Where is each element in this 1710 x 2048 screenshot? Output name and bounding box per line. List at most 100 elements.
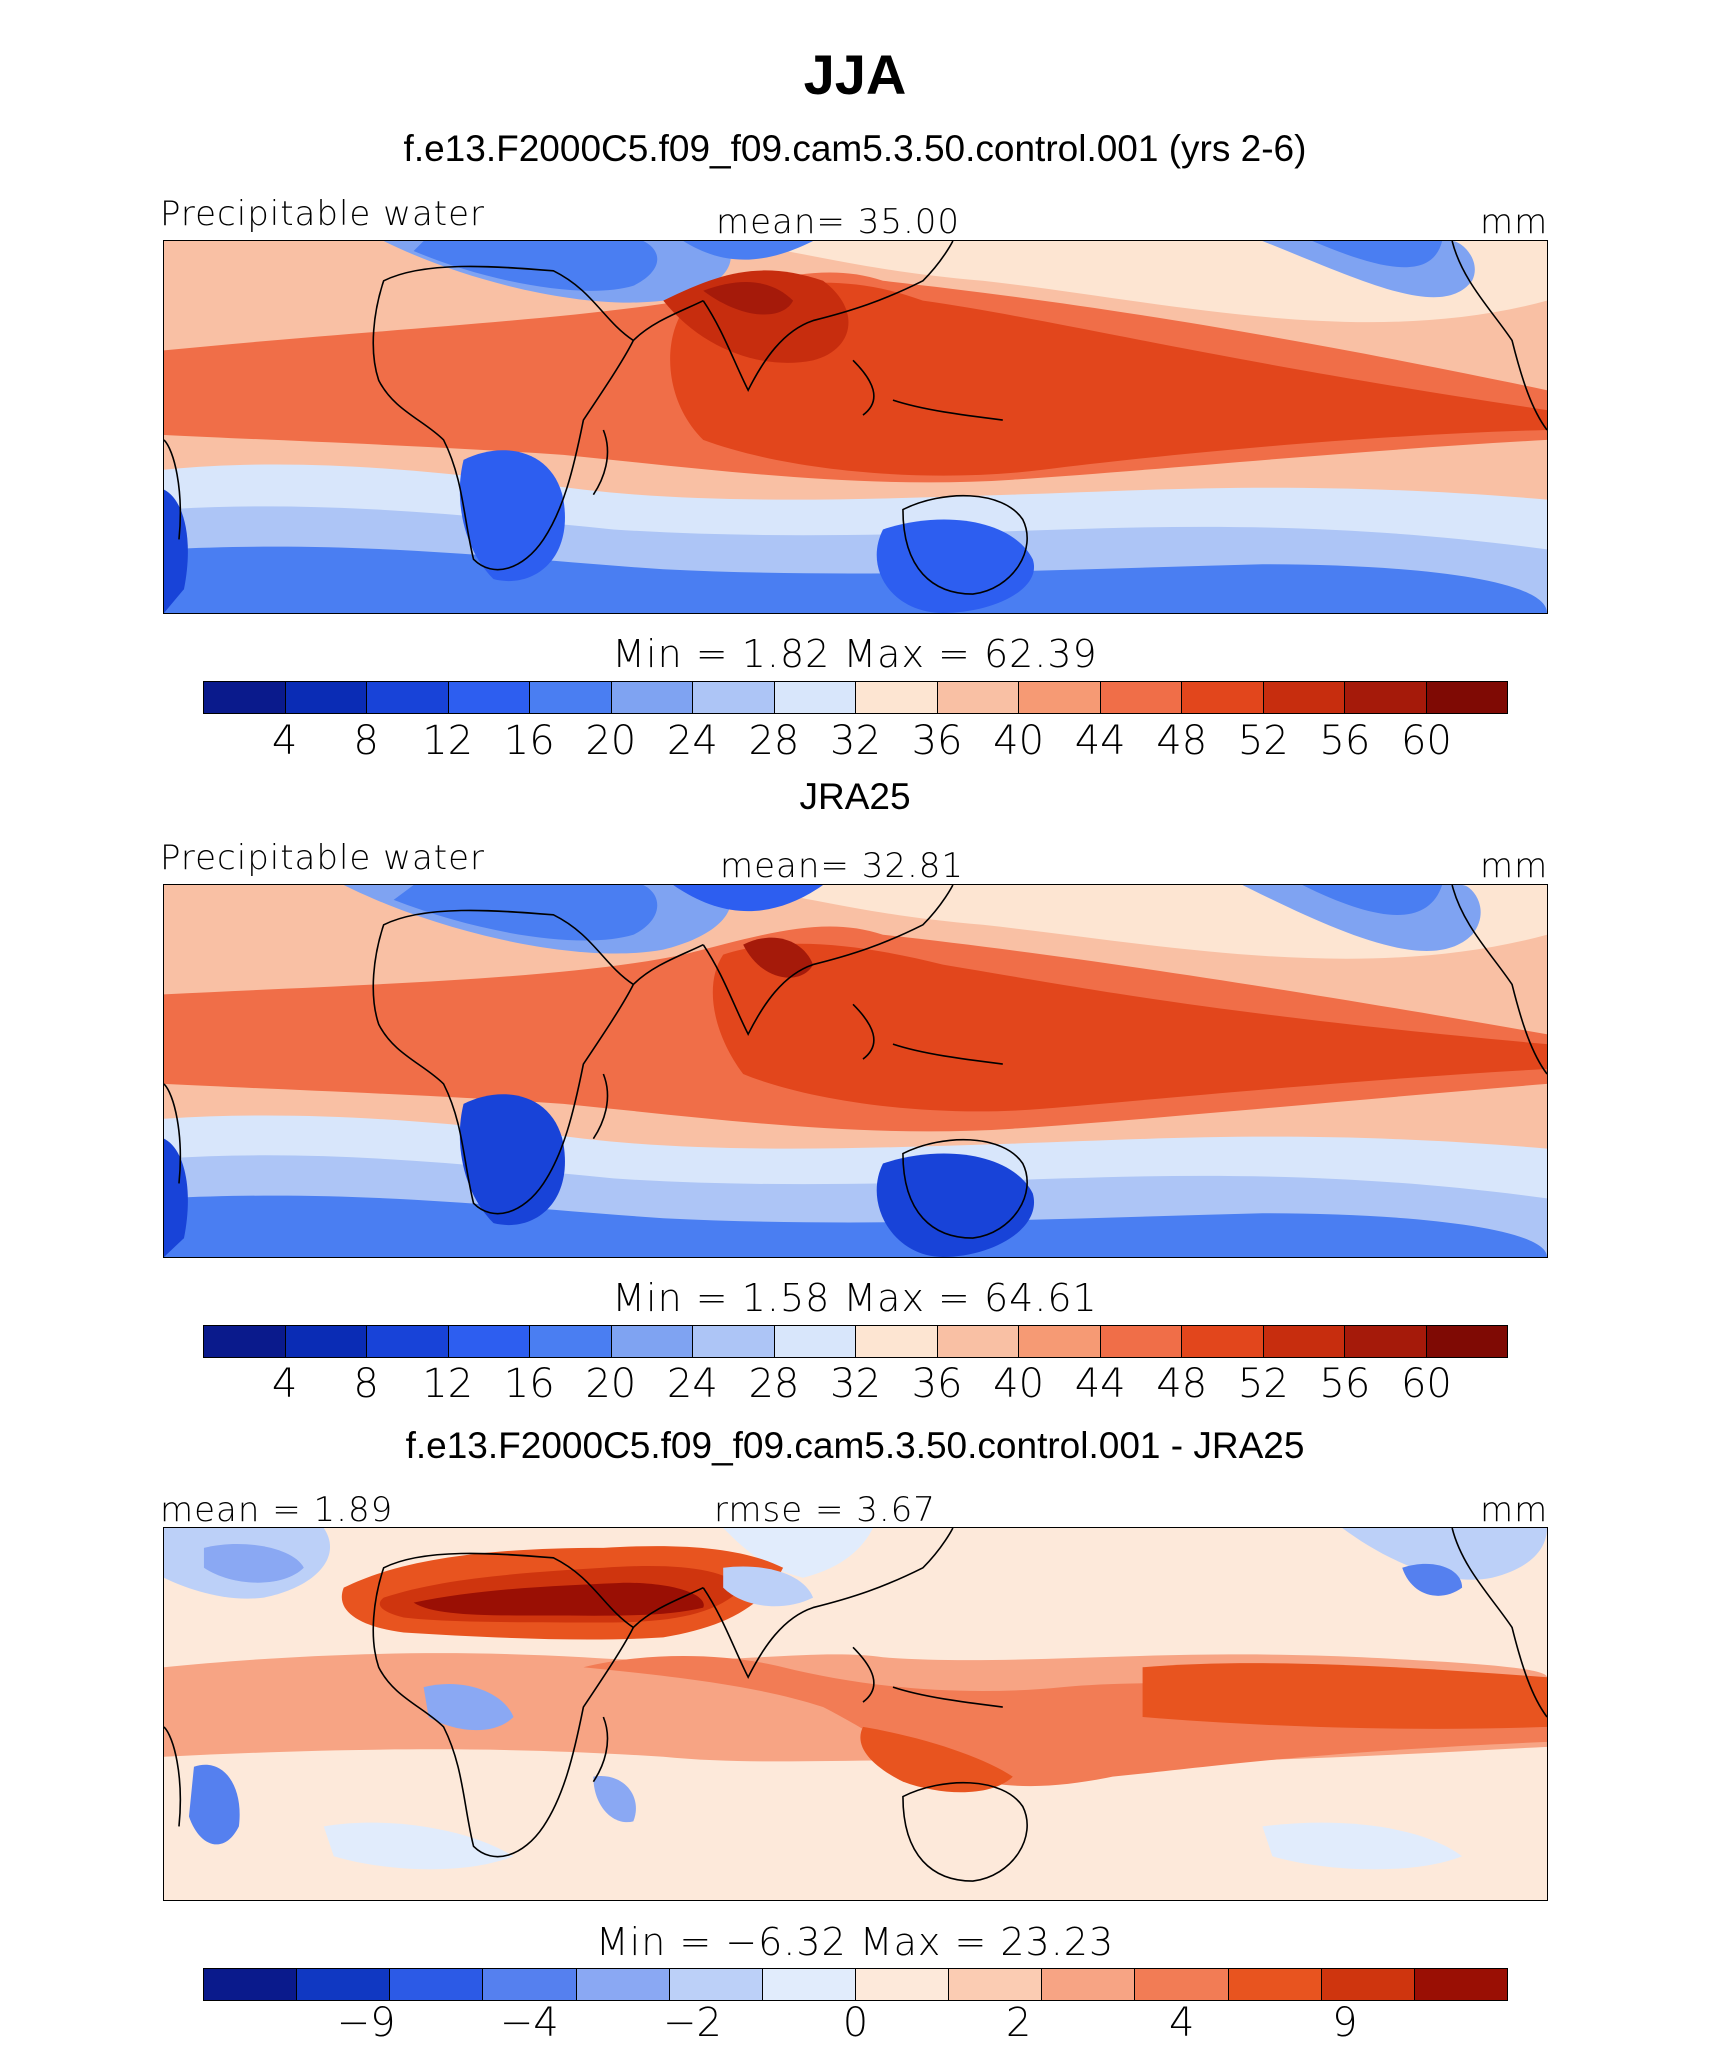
colorbar-segment [390, 1969, 484, 2000]
colorbar-tick-label: 40 [993, 1361, 1045, 1407]
colorbar-tick-label: 4 [271, 718, 298, 764]
colorbar-segment [1345, 682, 1427, 713]
colorbar-tick-label: 24 [666, 1361, 718, 1407]
colorbar-tick-label: 56 [1319, 1361, 1371, 1407]
panel-1-title: f.e13.F2000C5.f09_f09.cam5.3.50.control.… [403, 128, 1307, 169]
panel-3-mean-label: mean = 1.89 [160, 1490, 394, 1530]
colorbar-tick-label: 4 [1169, 2000, 1195, 2046]
colorbar-segment [204, 1969, 298, 2000]
colorbar-tick-label: 60 [1400, 718, 1452, 764]
panel-2-colorbar-ticks: 4 8 12 16 20 24 28 32 36 40 44 48 52 56 60 [203, 1361, 1508, 1407]
colorbar-tick-label: 48 [1156, 1361, 1208, 1407]
panel-1-colorbar-ticks: 4 8 12 16 20 24 28 32 36 40 44 48 52 56 60 [203, 718, 1508, 764]
panel-2-map [163, 884, 1548, 1258]
colorbar-segment [1100, 1326, 1182, 1357]
colorbar-segment [1321, 1969, 1415, 2000]
colorbar-tick-label: 20 [585, 718, 637, 764]
colorbar-segment [1426, 682, 1507, 713]
panel-1-map [163, 240, 1548, 614]
colorbar-tick-label: 20 [585, 1361, 637, 1407]
panel-3-colorbar-ticks: −9 −4 −2 0 2 4 9 [203, 2000, 1508, 2046]
panel-1-colorbar [203, 681, 1508, 714]
colorbar-segment [856, 1326, 938, 1357]
panel-2-variable-label: Precipitable water [160, 838, 486, 878]
colorbar-segment [1100, 682, 1182, 713]
colorbar-segment [1019, 1326, 1101, 1357]
colorbar-tick-label: 60 [1400, 1361, 1452, 1407]
panel-1-units-label: mm [1480, 202, 1549, 242]
colorbar-segment [855, 1969, 950, 2000]
colorbar-segment [285, 1326, 367, 1357]
panel-3-rmse-label: rmse = 3.67 [714, 1490, 936, 1530]
colorbar-segment [204, 1326, 286, 1357]
colorbar-segment [1263, 682, 1345, 713]
colorbar-segment [1228, 1969, 1322, 2000]
colorbar-tick-label: 16 [503, 718, 555, 764]
colorbar-segment [1135, 1969, 1229, 2000]
colorbar-tick-label: 52 [1237, 1361, 1289, 1407]
colorbar-tick-label: 8 [353, 1361, 379, 1407]
colorbar-tick-label: 16 [503, 1361, 555, 1407]
colorbar-segment [204, 682, 286, 713]
colorbar-segment [1426, 1326, 1507, 1357]
panel-2-minmax: Min = 1.58 Max = 64.61 [612, 1276, 1098, 1320]
panel-3-minmax: Min = −6.32 Max = 23.23 [595, 1920, 1115, 1964]
colorbar-segment [774, 682, 856, 713]
colorbar-segment [367, 682, 449, 713]
colorbar-segment [693, 682, 775, 713]
colorbar-segment [611, 682, 693, 713]
colorbar-segment [856, 682, 938, 713]
colorbar-tick-label: 32 [830, 1361, 881, 1407]
colorbar-segment [669, 1969, 763, 2000]
colorbar-tick-label: 9 [1332, 2000, 1358, 2046]
colorbar-segment [1182, 1326, 1264, 1357]
panel-3-map [163, 1527, 1548, 1901]
colorbar-segment [1182, 682, 1264, 713]
colorbar-tick-label: 2 [1005, 2000, 1032, 2046]
colorbar-segment [937, 1326, 1019, 1357]
colorbar-segment [1042, 1969, 1136, 2000]
panel-3-units-label: mm [1480, 1490, 1549, 1530]
panel-2-units-label: mm [1480, 846, 1549, 886]
panel-3-title: f.e13.F2000C5.f09_f09.cam5.3.50.control.… [405, 1425, 1305, 1466]
colorbar-segment [762, 1969, 856, 2000]
colorbar-tick-label: 36 [911, 1361, 963, 1407]
colorbar-tick-label: 28 [748, 718, 800, 764]
colorbar-segment [693, 1326, 775, 1357]
colorbar-segment [483, 1969, 577, 2000]
panel-3-colorbar [203, 1968, 1508, 2001]
colorbar-tick-label: 44 [1074, 718, 1126, 764]
panel-1-mean-label: mean= 35.00 [716, 202, 961, 242]
colorbar-segment [367, 1326, 449, 1357]
colorbar-segment [1414, 1969, 1507, 2000]
colorbar-segment [1345, 1326, 1427, 1357]
colorbar-tick-label: 48 [1156, 718, 1208, 764]
colorbar-segment [611, 1326, 693, 1357]
panel-1-variable-label: Precipitable water [160, 194, 486, 234]
colorbar-segment [448, 682, 530, 713]
colorbar-tick-label: 4 [271, 1361, 298, 1407]
panel-2-title: JRA25 [799, 776, 911, 817]
colorbar-segment [1263, 1326, 1345, 1357]
colorbar-tick-label: 0 [842, 2000, 869, 2046]
colorbar-tick-label: 52 [1237, 718, 1289, 764]
colorbar-tick-label: 32 [830, 718, 881, 764]
colorbar-tick-label: −4 [499, 2000, 559, 2046]
colorbar-segment [297, 1969, 391, 2000]
colorbar-tick-label: 12 [422, 718, 474, 764]
colorbar-segment [285, 682, 367, 713]
colorbar-tick-label: 44 [1074, 1361, 1126, 1407]
colorbar-tick-label: 36 [911, 718, 963, 764]
panel-2-colorbar [203, 1325, 1508, 1358]
colorbar-tick-label: −9 [336, 2000, 396, 2046]
colorbar-tick-label: 8 [353, 718, 379, 764]
colorbar-tick-label: 56 [1319, 718, 1371, 764]
colorbar-segment [530, 682, 612, 713]
colorbar-segment [774, 1326, 856, 1357]
panel-1-minmax: Min = 1.82 Max = 62.39 [612, 632, 1098, 676]
colorbar-segment [530, 1326, 612, 1357]
colorbar-segment [1019, 682, 1101, 713]
colorbar-segment [576, 1969, 670, 2000]
colorbar-segment [949, 1969, 1043, 2000]
colorbar-tick-label: 24 [666, 718, 718, 764]
